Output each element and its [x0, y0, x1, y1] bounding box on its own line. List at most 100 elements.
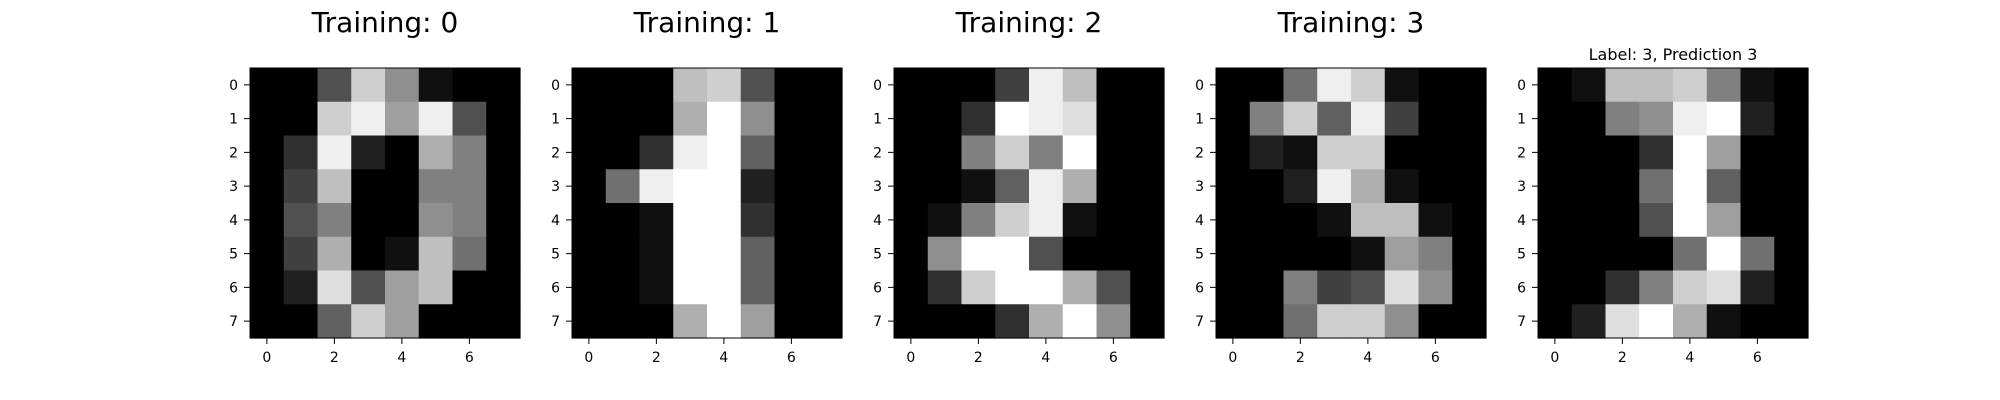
panel-title: Training: 0 — [311, 6, 459, 39]
pixel-cell — [1062, 304, 1098, 339]
pixel-cell — [351, 135, 386, 170]
pixel-cell — [894, 304, 929, 339]
x-tick-label: 4 — [1363, 350, 1372, 366]
pixel-cell — [961, 135, 996, 170]
pixel-cell — [572, 270, 607, 305]
pixel-cell — [452, 270, 487, 305]
y-tick-label: 0 — [551, 78, 560, 94]
pixel-cell — [1351, 101, 1386, 137]
pixel-cell — [1673, 135, 1708, 170]
pixel-cell — [1130, 270, 1165, 305]
pixel-cell — [1029, 101, 1064, 137]
pixel-cell — [1216, 236, 1251, 272]
pixel-cell — [808, 236, 843, 272]
pixel-cell — [1096, 101, 1131, 137]
pixel-cell — [1062, 270, 1098, 305]
pixel-cell — [250, 304, 285, 339]
pixel-cell — [486, 203, 521, 238]
pixel-cell — [1571, 203, 1607, 238]
y-tick-label: 7 — [1517, 314, 1526, 330]
pixel-cell — [1249, 203, 1285, 238]
pixel-cell — [673, 236, 708, 272]
y-tick-label: 4 — [873, 213, 882, 229]
digit-panel-4: Label: 3, Prediction 3 0 1 2 3 4 5 6 7 0 2 4 6 — [1517, 45, 1809, 366]
pixel-cell — [927, 304, 963, 339]
pixel-cell — [283, 68, 319, 103]
pixel-cell — [572, 236, 607, 272]
pixel-cell — [385, 68, 420, 103]
pixel-cell — [1062, 203, 1098, 238]
pixel-cell — [740, 270, 776, 305]
pixel-cell — [1774, 236, 1809, 272]
pixel-cell — [1706, 304, 1742, 339]
pixel-cell — [673, 68, 708, 103]
pixel-cell — [1605, 68, 1640, 103]
pixel-cell — [1740, 68, 1775, 103]
pixel-cell — [1062, 68, 1098, 103]
pixel-cell — [808, 135, 843, 170]
y-tick-label: 4 — [551, 213, 560, 229]
pixel-cell — [1418, 169, 1453, 204]
pixel-cell — [418, 135, 454, 170]
pixel-cell — [961, 68, 996, 103]
pixel-cell — [1639, 135, 1674, 170]
pixel-cell — [1029, 270, 1064, 305]
y-tick-label: 1 — [1195, 112, 1204, 128]
x-tick-label: 6 — [787, 350, 796, 366]
pixel-cell — [707, 203, 742, 238]
pixel-cell — [1029, 203, 1064, 238]
pixel-cell — [707, 101, 742, 137]
pixel-cell — [774, 169, 809, 204]
pixel-cell — [1452, 203, 1487, 238]
pixel-cell — [1317, 270, 1352, 305]
pixel-cell — [1673, 270, 1708, 305]
pixel-cell — [1418, 270, 1453, 305]
pixel-cell — [1130, 135, 1165, 170]
pixel-cell — [452, 236, 487, 272]
pixel-cell — [250, 68, 285, 103]
pixel-cell — [1283, 135, 1318, 170]
digit-panel-3: Training: 3 0 1 2 3 4 5 6 7 0 2 4 6 — [1195, 6, 1487, 366]
pixel-cell — [894, 101, 929, 137]
pixel-cell — [1283, 169, 1318, 204]
pixel-cell — [1062, 135, 1098, 170]
pixel-cell — [418, 236, 454, 272]
x-tick-label: 4 — [1041, 350, 1050, 366]
pixel-cell — [1605, 135, 1640, 170]
pixel-cell — [639, 68, 674, 103]
axes-frame — [893, 67, 1165, 339]
pixel-cell — [1571, 101, 1607, 137]
pixel-cell — [740, 101, 776, 137]
pixel-cell — [639, 101, 674, 137]
pixel-cell — [1317, 135, 1352, 170]
pixel-cell — [894, 135, 929, 170]
x-tick-label: 4 — [719, 350, 728, 366]
pixel-cell — [1452, 169, 1487, 204]
y-tick-label: 0 — [873, 78, 882, 94]
pixel-cell — [1774, 169, 1809, 204]
pixel-cell — [961, 304, 996, 339]
pixel-cell — [927, 169, 963, 204]
pixel-cell — [740, 304, 776, 339]
pixel-cell — [1096, 68, 1131, 103]
pixel-cell — [452, 101, 487, 137]
pixel-cell — [317, 101, 352, 137]
pixel-cell — [1283, 203, 1318, 238]
pixel-cell — [317, 236, 352, 272]
pixel-cell — [1216, 135, 1251, 170]
pixel-cell — [1538, 135, 1573, 170]
pixel-cell — [740, 68, 776, 103]
pixel-cell — [1706, 101, 1742, 137]
y-tick-label: 1 — [229, 112, 238, 128]
pixel-cell — [961, 101, 996, 137]
pixel-cell — [486, 169, 521, 204]
pixel-cell — [1384, 68, 1420, 103]
pixel-cell — [774, 270, 809, 305]
y-tick-label: 1 — [873, 112, 882, 128]
pixel-cell — [774, 236, 809, 272]
pixel-cell — [1452, 68, 1487, 103]
pixel-cell — [1452, 236, 1487, 272]
y-tick-label: 0 — [1517, 78, 1526, 94]
pixel-cell — [283, 169, 319, 204]
pixel-cell — [673, 304, 708, 339]
